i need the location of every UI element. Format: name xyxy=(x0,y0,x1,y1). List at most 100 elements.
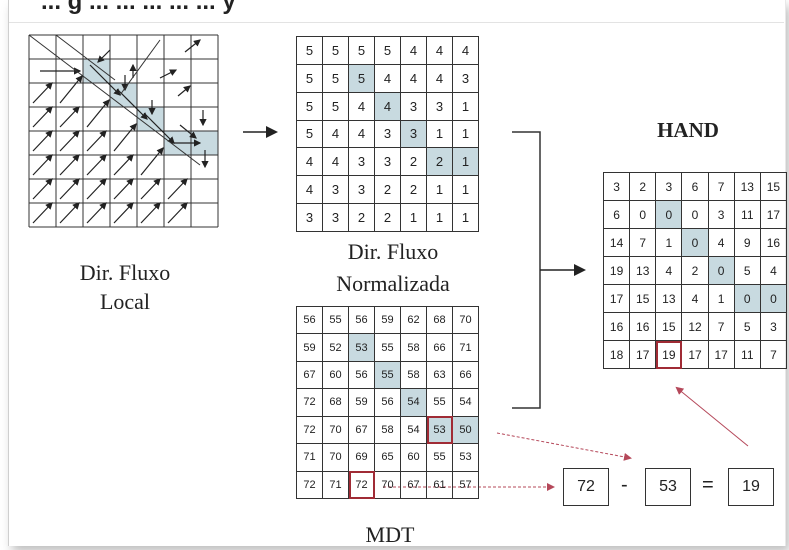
local-grid xyxy=(28,34,219,228)
grid-cell: 11 xyxy=(733,340,761,369)
grid-cell: 5 xyxy=(296,36,323,65)
grid-cell: 2 xyxy=(426,147,453,177)
grid-row: 72 68 59 56 54 55 54 xyxy=(296,388,479,417)
grid-cell: 55 xyxy=(426,443,453,472)
cropped-header-text: ... g ... ... ... ... ... y xyxy=(41,0,236,15)
grid-cell: 0 xyxy=(759,284,788,313)
grid-cell: 7 xyxy=(707,172,735,201)
grid-cell: 3 xyxy=(400,119,427,149)
normalized-flow-label-line2: Normalizada xyxy=(336,271,450,296)
grid-cell: 15 xyxy=(629,284,657,313)
grid-cell: 59 xyxy=(296,333,323,362)
grid-cell: 4 xyxy=(322,119,349,149)
grid-cell: 72 xyxy=(296,470,323,500)
grid-cell: 3 xyxy=(296,203,323,232)
arrow-result-to-hand xyxy=(675,386,749,447)
grid-cell: 55 xyxy=(426,388,453,417)
grid-row: 59 52 53 55 58 66 71 xyxy=(296,333,479,362)
grid-cell: 16 xyxy=(629,312,657,341)
grid-cell: 3 xyxy=(374,147,401,177)
normalized-flow-label: Dir. Fluxo Normalizada xyxy=(283,236,503,300)
grid-cell: 15 xyxy=(759,172,788,201)
grid-cell: 2 xyxy=(629,172,657,201)
grid-cell: 1 xyxy=(655,228,683,257)
grid-cell: 19 xyxy=(602,256,631,285)
grid-cell: 71 xyxy=(452,333,479,362)
grid-cell: 68 xyxy=(426,305,453,335)
grid-cell: 0 xyxy=(733,284,761,313)
grid-cell: 4 xyxy=(400,36,427,65)
grid-cell: 1 xyxy=(426,119,453,149)
grid-cell: 60 xyxy=(400,443,427,472)
grid-cell: 17 xyxy=(602,284,631,313)
grid-cell: 1 xyxy=(400,203,427,232)
grid-cell: 17 xyxy=(629,340,657,369)
grid-cell: 68 xyxy=(322,388,349,417)
equation-mdt-value: 72 xyxy=(563,468,609,506)
grid-cell: 13 xyxy=(733,172,761,201)
grid-cell: 56 xyxy=(348,360,375,390)
equation-drain-value: 53 xyxy=(645,468,691,506)
grid-cell: 59 xyxy=(348,388,375,417)
grid-cell: 66 xyxy=(452,360,479,390)
grid-cell: 65 xyxy=(374,443,401,472)
grid-cell: 3 xyxy=(707,200,735,229)
grid-cell: 16 xyxy=(602,312,631,341)
grid-cell: 58 xyxy=(374,415,401,445)
grid-cell: 14 xyxy=(602,228,631,257)
grid-cell: 5 xyxy=(733,256,761,285)
grid-cell: 4 xyxy=(426,63,453,93)
grid-cell: 3 xyxy=(655,172,683,201)
grid-cell: 1 xyxy=(452,175,479,205)
grid-cell: 60 xyxy=(322,360,349,390)
grid-cell: 3 xyxy=(452,63,479,93)
grid-cell: 71 xyxy=(322,470,349,500)
grid-cell: 16 xyxy=(759,228,788,257)
grid-row: 67 60 56 55 58 63 66 xyxy=(296,360,479,390)
grid-cell: 17 xyxy=(759,200,788,229)
grid-cell: 3 xyxy=(759,312,788,341)
equation-minus: - xyxy=(621,474,628,496)
local-flow-label-line1: Dir. Fluxo xyxy=(79,260,171,285)
grid-cell: 2 xyxy=(400,147,427,177)
grid-cell: 0 xyxy=(681,200,709,229)
grid-cell: 59 xyxy=(374,305,401,335)
grid-cell: 2 xyxy=(348,203,375,232)
grid-cell: 55 xyxy=(322,305,349,335)
grid-row: 16 16 15 12 7 5 3 xyxy=(602,312,788,341)
equation-result: 19 xyxy=(728,468,774,506)
grid-cell: 66 xyxy=(426,333,453,362)
local-flow-label-line2: Local xyxy=(99,289,151,314)
grid-row: 18 17 19 17 17 11 7 xyxy=(602,340,788,369)
grid-cell: 0 xyxy=(655,200,683,229)
grid-cell: 3 xyxy=(322,175,349,205)
grid-cell: 50 xyxy=(452,415,479,445)
grid-cell: 3 xyxy=(400,91,427,121)
cropped-header: ... g ... ... ... ... ... y xyxy=(9,0,784,23)
grid-cell: 5 xyxy=(296,63,323,93)
grid-row: 14 7 1 0 4 9 16 xyxy=(602,228,788,257)
grid-cell: 5 xyxy=(374,36,401,65)
grid-row: 71 70 69 65 60 55 53 xyxy=(296,443,479,472)
grid-cell: 7 xyxy=(759,340,788,369)
grid-cell: 1 xyxy=(707,284,735,313)
grid-cell: 3 xyxy=(374,119,401,149)
grid-cell: 4 xyxy=(322,147,349,177)
grid-cell: 53 xyxy=(452,443,479,472)
grid-cell: 56 xyxy=(348,305,375,335)
arrow-mdt53-to-eq xyxy=(496,432,632,461)
normalized-flow-label-line1: Dir. Fluxo xyxy=(347,239,439,264)
grid-cell: 3 xyxy=(348,175,375,205)
grid-cell: 17 xyxy=(707,340,735,369)
grid-cell: 1 xyxy=(452,147,479,177)
grid-row: 6 0 0 0 3 11 17 xyxy=(602,200,788,229)
grid-cell: 4 xyxy=(426,36,453,65)
grid-cell: 7 xyxy=(707,312,735,341)
